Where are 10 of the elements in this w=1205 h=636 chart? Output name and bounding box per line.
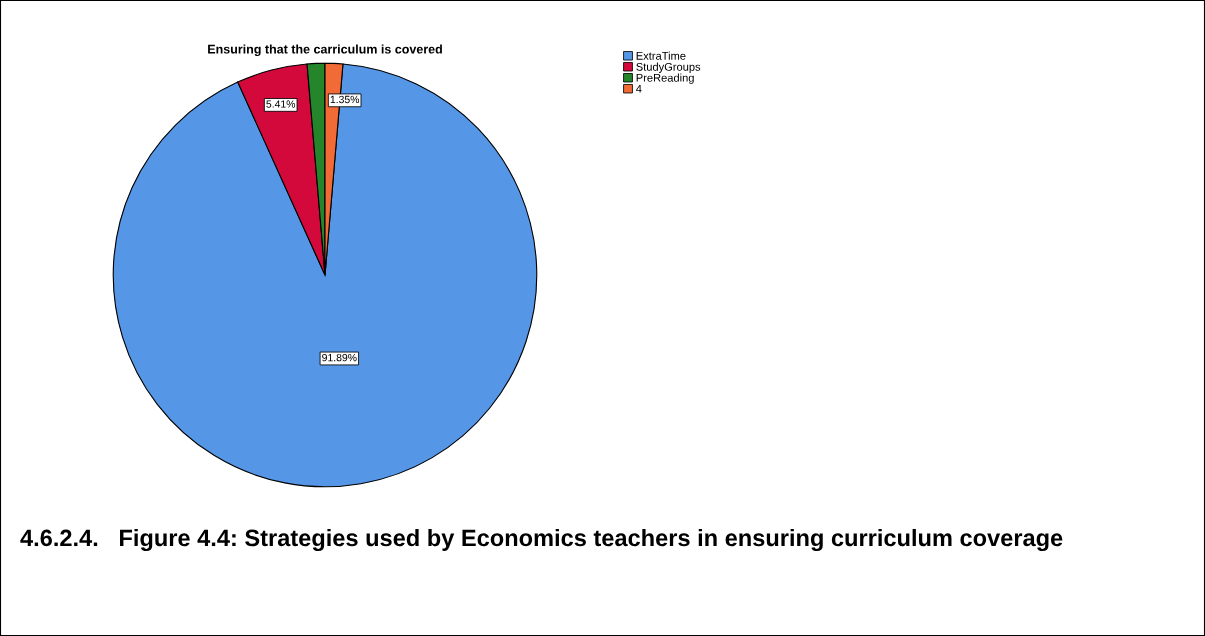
pie-slice bbox=[112, 63, 538, 488]
legend-label: 4 bbox=[636, 84, 642, 93]
legend-label: StudyGroups bbox=[636, 62, 701, 73]
data-label: 5.41% bbox=[266, 100, 296, 108]
text: 4.6.2.4. Figure 4.4: Strategies used by Economics teachers in ensuring curriculum coverage bbox=[20, 528, 1063, 552]
chart-title: Ensuring that the carriculum is covered bbox=[208, 44, 442, 57]
legend-label: PreReading bbox=[636, 73, 694, 84]
legend-label: ExtraTime bbox=[636, 51, 686, 60]
data-label: 1.35% bbox=[330, 95, 360, 104]
data-label: 91.89% bbox=[322, 353, 357, 362]
